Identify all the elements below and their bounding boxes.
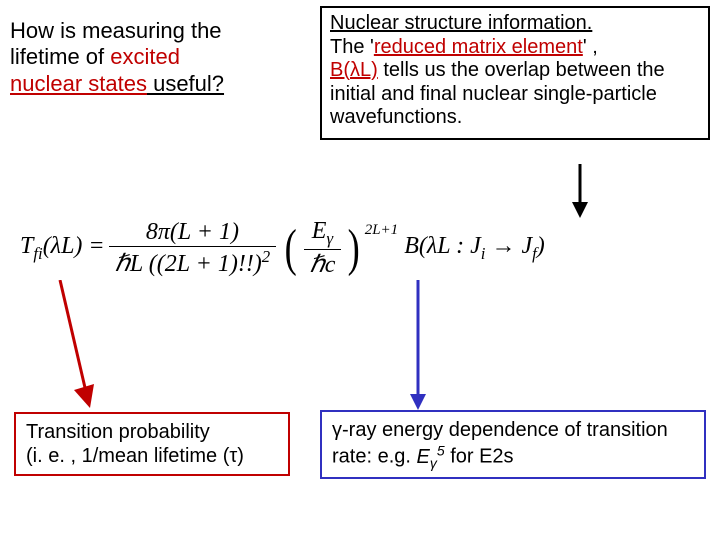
formula-exponent: 2L+1 <box>365 222 398 239</box>
transition-rate-formula: Tfi(λL) = 8π(L + 1) ℏL ((2L + 1)!!)2 ( E… <box>20 218 700 279</box>
gamma-energy-box: γ-ray energy dependence of transition ra… <box>320 410 706 479</box>
nuclear-structure-info-box: Nuclear structure information. The 'redu… <box>320 6 710 140</box>
title-text: How is measuring the lifetime of excited… <box>10 18 310 97</box>
arrow-info-to-formula <box>560 164 600 220</box>
gamma-post: for E2s <box>445 446 514 468</box>
trans-line2: (i. e. , 1/mean lifetime (τ) <box>26 445 244 467</box>
info-part2: ' , <box>583 36 598 58</box>
info-bl: B(λL) <box>330 59 378 81</box>
title-useful: useful? <box>147 71 224 96</box>
formula-energy-factor: ( Eγ ℏc ) <box>282 218 363 279</box>
info-rme: reduced matrix element <box>374 36 583 58</box>
arrow-formula-to-gamma <box>398 280 438 414</box>
trans-line1: Transition probability <box>26 421 210 443</box>
formula-lhs: Tfi(λL) = <box>20 233 105 264</box>
info-after: tells us the overlap between the initial… <box>330 59 665 128</box>
title-excited: excited <box>110 44 180 69</box>
title-nuclear-states: nuclear states <box>10 71 147 96</box>
gamma-E: Eγ5 <box>417 446 445 468</box>
formula-frac1: 8π(L + 1) ℏL ((2L + 1)!!)2 <box>109 219 277 278</box>
title-line1: How is measuring the <box>10 18 222 43</box>
info-heading: Nuclear structure information. <box>330 12 592 34</box>
info-part1: The ' <box>330 36 374 58</box>
formula-b-term: B(λL : Ji → Jf) <box>404 233 545 264</box>
transition-probability-box: Transition probability (i. e. , 1/mean l… <box>14 412 290 476</box>
title-line2: lifetime of <box>10 44 110 69</box>
arrow-formula-to-transition <box>50 280 110 414</box>
